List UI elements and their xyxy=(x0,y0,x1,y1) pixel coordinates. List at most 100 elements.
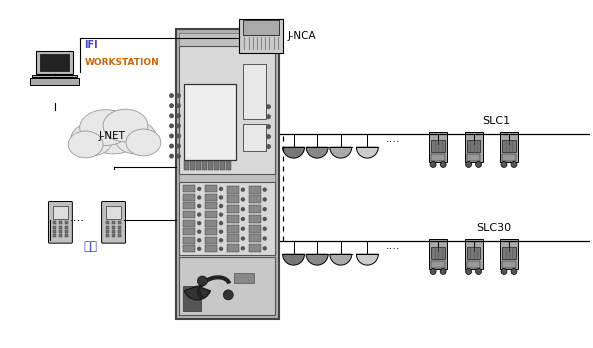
FancyBboxPatch shape xyxy=(118,226,121,229)
FancyBboxPatch shape xyxy=(112,234,115,237)
FancyBboxPatch shape xyxy=(227,205,239,213)
Text: 楼显: 楼显 xyxy=(83,240,97,253)
FancyBboxPatch shape xyxy=(214,161,219,170)
FancyBboxPatch shape xyxy=(467,247,480,259)
FancyBboxPatch shape xyxy=(220,161,225,170)
FancyBboxPatch shape xyxy=(59,230,62,233)
FancyBboxPatch shape xyxy=(500,239,518,269)
Circle shape xyxy=(176,134,181,139)
FancyBboxPatch shape xyxy=(65,221,68,224)
Text: J-NET: J-NET xyxy=(98,130,125,141)
Circle shape xyxy=(476,269,482,275)
FancyBboxPatch shape xyxy=(502,261,516,268)
FancyBboxPatch shape xyxy=(118,221,121,224)
Wedge shape xyxy=(184,286,211,300)
FancyBboxPatch shape xyxy=(53,226,56,229)
Circle shape xyxy=(511,269,517,275)
Circle shape xyxy=(176,124,181,128)
Circle shape xyxy=(266,124,271,129)
Circle shape xyxy=(219,212,223,217)
FancyBboxPatch shape xyxy=(183,194,196,201)
Wedge shape xyxy=(330,147,352,158)
FancyBboxPatch shape xyxy=(227,225,239,233)
FancyBboxPatch shape xyxy=(30,78,79,85)
Circle shape xyxy=(263,188,267,192)
FancyBboxPatch shape xyxy=(184,85,236,160)
Circle shape xyxy=(263,236,267,241)
Circle shape xyxy=(263,246,267,251)
FancyBboxPatch shape xyxy=(243,64,266,119)
FancyBboxPatch shape xyxy=(53,230,56,233)
Text: SLC30: SLC30 xyxy=(477,223,512,234)
Circle shape xyxy=(197,195,202,200)
Circle shape xyxy=(466,269,471,275)
FancyBboxPatch shape xyxy=(464,132,483,162)
FancyBboxPatch shape xyxy=(227,215,239,223)
Circle shape xyxy=(169,134,174,139)
Circle shape xyxy=(197,276,208,286)
Circle shape xyxy=(169,103,174,108)
FancyBboxPatch shape xyxy=(467,261,480,268)
Circle shape xyxy=(219,247,223,251)
Circle shape xyxy=(197,229,202,234)
FancyBboxPatch shape xyxy=(249,195,261,203)
Circle shape xyxy=(169,144,174,149)
FancyBboxPatch shape xyxy=(184,161,189,170)
FancyBboxPatch shape xyxy=(180,257,275,315)
FancyBboxPatch shape xyxy=(59,234,62,237)
Circle shape xyxy=(263,217,267,221)
FancyBboxPatch shape xyxy=(118,234,121,237)
FancyBboxPatch shape xyxy=(196,161,201,170)
Circle shape xyxy=(219,229,223,234)
FancyBboxPatch shape xyxy=(106,230,109,233)
Wedge shape xyxy=(306,147,328,158)
Circle shape xyxy=(511,161,517,167)
FancyBboxPatch shape xyxy=(239,18,283,53)
FancyBboxPatch shape xyxy=(112,221,115,224)
FancyBboxPatch shape xyxy=(205,203,217,209)
Text: ....: .... xyxy=(386,241,401,251)
FancyBboxPatch shape xyxy=(205,245,217,252)
FancyBboxPatch shape xyxy=(183,211,196,218)
FancyBboxPatch shape xyxy=(205,185,217,192)
FancyBboxPatch shape xyxy=(431,261,445,268)
Circle shape xyxy=(176,93,181,98)
FancyBboxPatch shape xyxy=(249,215,261,223)
FancyBboxPatch shape xyxy=(53,206,68,219)
Wedge shape xyxy=(330,254,352,265)
Circle shape xyxy=(219,238,223,243)
FancyBboxPatch shape xyxy=(65,230,68,233)
Circle shape xyxy=(430,269,436,275)
Circle shape xyxy=(263,207,267,211)
Circle shape xyxy=(266,104,271,109)
Circle shape xyxy=(197,204,202,208)
Wedge shape xyxy=(283,147,304,158)
FancyBboxPatch shape xyxy=(249,185,261,193)
FancyBboxPatch shape xyxy=(53,221,56,224)
Text: ....: .... xyxy=(69,211,85,224)
Circle shape xyxy=(241,217,245,221)
Circle shape xyxy=(169,154,174,159)
FancyBboxPatch shape xyxy=(431,154,445,160)
FancyBboxPatch shape xyxy=(234,273,254,283)
Circle shape xyxy=(241,188,245,192)
Circle shape xyxy=(241,236,245,241)
FancyBboxPatch shape xyxy=(112,226,115,229)
Circle shape xyxy=(176,154,181,159)
FancyBboxPatch shape xyxy=(429,239,447,269)
FancyBboxPatch shape xyxy=(106,206,122,219)
FancyBboxPatch shape xyxy=(464,239,483,269)
FancyBboxPatch shape xyxy=(106,226,109,229)
Circle shape xyxy=(197,221,202,225)
FancyBboxPatch shape xyxy=(53,234,56,237)
Circle shape xyxy=(176,144,181,149)
FancyBboxPatch shape xyxy=(205,237,217,244)
FancyBboxPatch shape xyxy=(106,234,109,237)
Circle shape xyxy=(169,113,174,118)
FancyBboxPatch shape xyxy=(180,182,275,255)
Circle shape xyxy=(197,212,202,217)
Circle shape xyxy=(263,227,267,231)
FancyBboxPatch shape xyxy=(227,195,239,203)
FancyBboxPatch shape xyxy=(227,244,239,252)
Circle shape xyxy=(266,144,271,149)
